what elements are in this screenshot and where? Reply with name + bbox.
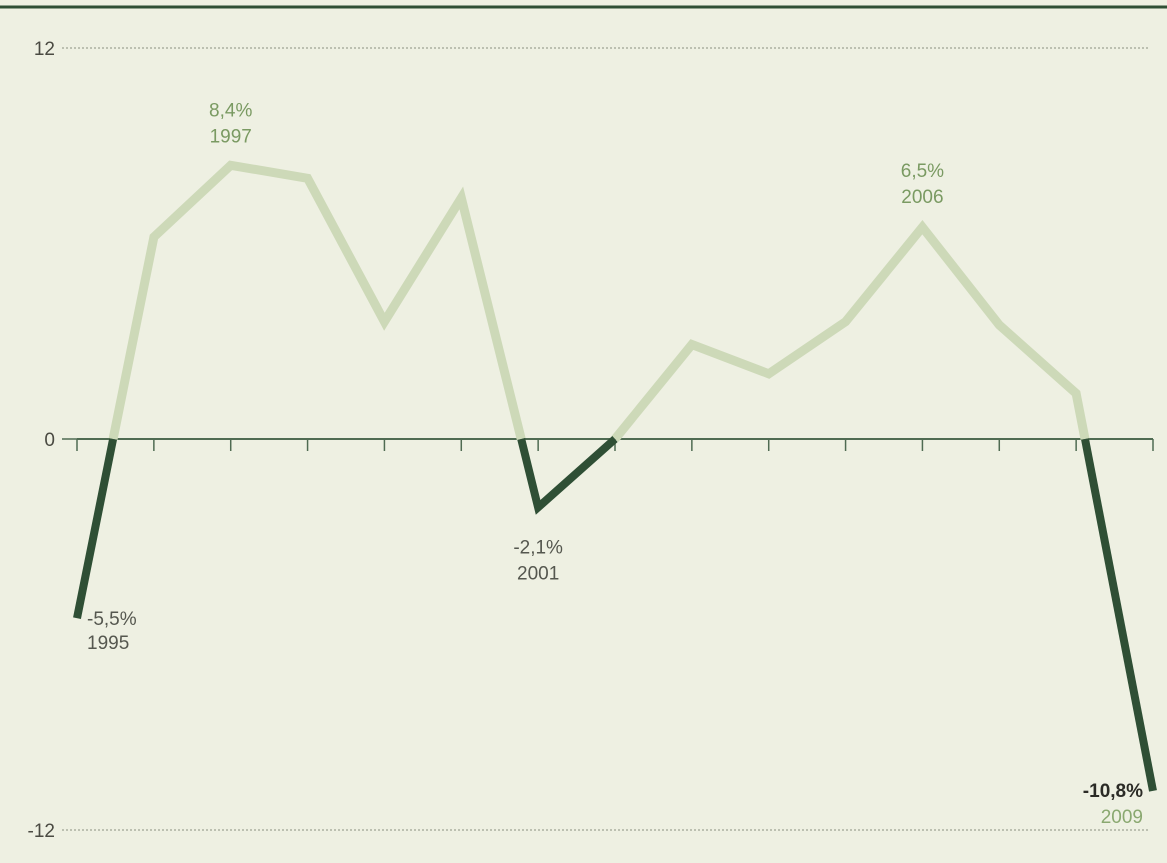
series-segment-negative [517,436,618,515]
data-annotations: -5,5% 1995 8,4% 1997 -2,1% 2001 6,5% 2006 -10,8%… [87,100,1143,828]
y-tick-label: -12 [28,821,55,842]
annotation-value: -10,8% [1083,781,1143,802]
annotation-value: -5,5% [87,609,137,630]
y-tick-label: 12 [34,39,55,60]
series-segment-negative [1081,438,1157,792]
y-axis-tick-labels: 12 0 -12 [28,39,55,842]
annotation-year: 2006 [901,187,943,208]
data-series-line [73,160,1157,792]
annotation-year: 1997 [210,126,252,147]
gridlines [62,47,1150,831]
annotation-year: 2009 [1101,807,1143,828]
annotation-year: 1995 [87,633,129,654]
annotation-value: -2,1% [513,537,563,558]
annotation-value: 8,4% [209,100,252,121]
series-segment-positive [108,160,526,441]
series-segment-negative [73,438,118,619]
annotation-value: 6,5% [901,161,944,182]
annotation-year: 2001 [517,563,559,584]
y-tick-label: 0 [44,430,55,451]
series-segment-positive [611,219,1090,442]
